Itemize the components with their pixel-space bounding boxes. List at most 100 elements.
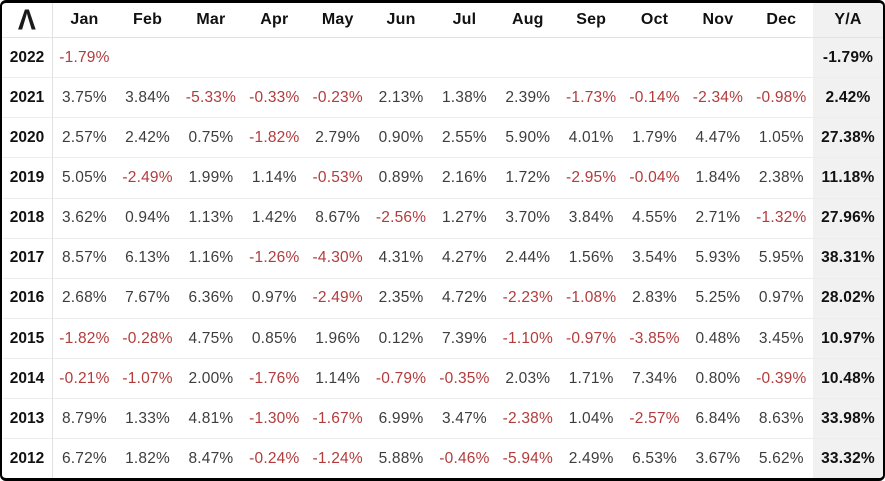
cell-monthly-return: 2.55% xyxy=(441,128,487,146)
cell-monthly-return: -4.30% xyxy=(312,249,363,267)
cell-yearly-return: 10.97% xyxy=(813,318,883,359)
cell-monthly-return: 7.34% xyxy=(632,369,678,387)
cell-monthly-return: 1.27% xyxy=(441,209,487,227)
cell-monthly-return: -0.24% xyxy=(249,449,300,467)
cell-yearly-return: -1.79% xyxy=(813,37,883,78)
cell-monthly-return: -2.57% xyxy=(629,409,680,427)
cell-monthly-return: -1.82% xyxy=(249,128,300,146)
col-header-month: Aug xyxy=(496,3,560,38)
cell-monthly-return: 0.75% xyxy=(188,128,234,146)
cell-monthly-return xyxy=(306,38,369,78)
cell-monthly-return: -2.38% xyxy=(502,409,553,427)
cell-monthly-return: 2.39% xyxy=(505,88,551,106)
cell-monthly-return: -5.94% xyxy=(502,449,553,467)
cell-monthly-return: 5.93% xyxy=(695,249,741,267)
cell-monthly-return: 4.55% xyxy=(632,209,678,227)
cell-monthly-return: 1.79% xyxy=(632,128,678,146)
cell-monthly-return: -3.85% xyxy=(629,329,680,347)
cell-monthly-return: -0.46% xyxy=(439,449,490,467)
cell-monthly-return: -0.35% xyxy=(439,369,490,387)
col-header-month: Nov xyxy=(686,3,750,38)
cell-monthly-return: 2.68% xyxy=(61,289,107,307)
cell-monthly-return: 6.53% xyxy=(632,449,678,467)
cell-monthly-return: 2.42% xyxy=(125,128,171,146)
cell-monthly-return: -0.14% xyxy=(629,88,680,106)
cell-monthly-return: 3.67% xyxy=(695,449,741,467)
cell-monthly-return xyxy=(116,38,179,78)
row-header-year: 2021 xyxy=(2,77,53,118)
cell-monthly-return: 4.31% xyxy=(378,249,424,267)
col-header-month: Sep xyxy=(559,3,623,38)
col-header-ya: Y/A xyxy=(813,3,883,38)
cell-monthly-return: -1.32% xyxy=(756,209,807,227)
cell-monthly-return: 2.13% xyxy=(378,88,424,106)
cell-monthly-return: 2.44% xyxy=(505,249,551,267)
cell-monthly-return: -2.56% xyxy=(375,209,427,227)
cell-monthly-return: 6.84% xyxy=(695,409,741,427)
cell-monthly-return: 1.04% xyxy=(568,409,614,427)
cell-monthly-return: -1.76% xyxy=(249,369,300,387)
table-row: 2022 -1.79% -1.79% xyxy=(2,37,883,78)
cell-monthly-return: 2.00% xyxy=(188,369,234,387)
col-header-month: Jun xyxy=(369,3,433,38)
cell-monthly-return: -0.21% xyxy=(59,369,110,387)
row-header-year: 2022 xyxy=(2,37,53,78)
cell-monthly-return: 8.79% xyxy=(61,409,107,427)
cell-monthly-return: 4.47% xyxy=(695,128,741,146)
cell-yearly-return: 11.18% xyxy=(813,157,883,199)
cell-yearly-return: 38.31% xyxy=(813,238,883,279)
cell-monthly-return: 1.33% xyxy=(125,409,171,427)
monthly-returns-table: Λ Jan Feb Mar Apr May Jun Jul Aug Sep Oct Nov Dec Y/… xyxy=(2,3,883,478)
row-header-year: 2013 xyxy=(2,398,53,439)
cell-monthly-return: -0.98% xyxy=(756,88,807,106)
cell-monthly-return: 2.83% xyxy=(632,289,678,307)
table-row: 2016 2.68% 7.67% 6.36% 0.97% -2.49% 2.35% 4.72%… xyxy=(2,278,883,319)
cell-monthly-return: 2.49% xyxy=(568,449,614,467)
cell-monthly-return: 8.57% xyxy=(61,249,107,267)
cell-monthly-return: 5.05% xyxy=(61,168,107,186)
cell-monthly-return: 0.94% xyxy=(125,209,171,227)
cell-monthly-return: 1.72% xyxy=(505,168,551,186)
cell-monthly-return xyxy=(750,38,813,78)
cell-monthly-return: -0.04% xyxy=(629,168,680,186)
cell-monthly-return: -2.49% xyxy=(122,168,173,186)
cell-monthly-return: 3.54% xyxy=(632,249,678,267)
col-header-month: Dec xyxy=(749,3,813,38)
cell-monthly-return: -0.33% xyxy=(249,88,300,106)
cell-monthly-return: 0.97% xyxy=(251,289,297,307)
cell-monthly-return: -1.67% xyxy=(312,409,363,427)
table-body: 2022 -1.79% -1.79% 2021 3.75% 3.84% -5.33% -0.3… xyxy=(2,37,883,478)
cell-monthly-return: 0.89% xyxy=(378,168,424,186)
row-header-year: 2014 xyxy=(2,358,53,399)
col-header-month: Jul xyxy=(432,3,497,38)
cell-monthly-return: 1.42% xyxy=(251,209,297,227)
table-row: 2015 -1.82% -0.28% 4.75% 0.85% 1.96% 0.12% 7.39… xyxy=(2,318,883,359)
cell-monthly-return: 6.36% xyxy=(188,289,234,307)
cell-monthly-return: 1.13% xyxy=(188,209,234,227)
cell-monthly-return xyxy=(433,38,496,78)
table-row: 2014 -0.21% -1.07% 2.00% -1.76% 1.14% -0.79% -0… xyxy=(2,358,883,399)
cell-monthly-return: 2.57% xyxy=(61,128,107,146)
col-header-month: Jan xyxy=(52,3,116,38)
cell-monthly-return: -2.34% xyxy=(692,88,744,106)
cell-monthly-return: 3.84% xyxy=(568,209,614,227)
cell-monthly-return: 1.99% xyxy=(188,168,234,186)
cell-monthly-return: 5.95% xyxy=(758,249,804,267)
cell-monthly-return: -1.10% xyxy=(502,329,553,347)
cell-monthly-return: 0.97% xyxy=(758,289,804,307)
row-header-year: 2018 xyxy=(2,198,53,239)
cell-monthly-return xyxy=(369,38,432,78)
cell-monthly-return: 6.99% xyxy=(378,409,424,427)
cell-monthly-return: 1.84% xyxy=(695,168,741,186)
cell-monthly-return: 8.47% xyxy=(188,449,234,467)
cell-monthly-return: 2.35% xyxy=(378,289,424,307)
table-row: 2021 3.75% 3.84% -5.33% -0.33% -0.23% 2.13% 1.3… xyxy=(2,77,883,118)
cell-yearly-return: 2.42% xyxy=(813,77,883,118)
caret-logo-icon: Λ xyxy=(17,3,37,36)
cell-monthly-return: 0.85% xyxy=(251,329,297,347)
cell-monthly-return: -0.23% xyxy=(312,88,363,106)
cell-monthly-return: 2.71% xyxy=(695,209,741,227)
cell-monthly-return xyxy=(496,38,559,78)
cell-monthly-return: 0.80% xyxy=(695,369,741,387)
cell-monthly-return: -0.28% xyxy=(122,329,173,347)
